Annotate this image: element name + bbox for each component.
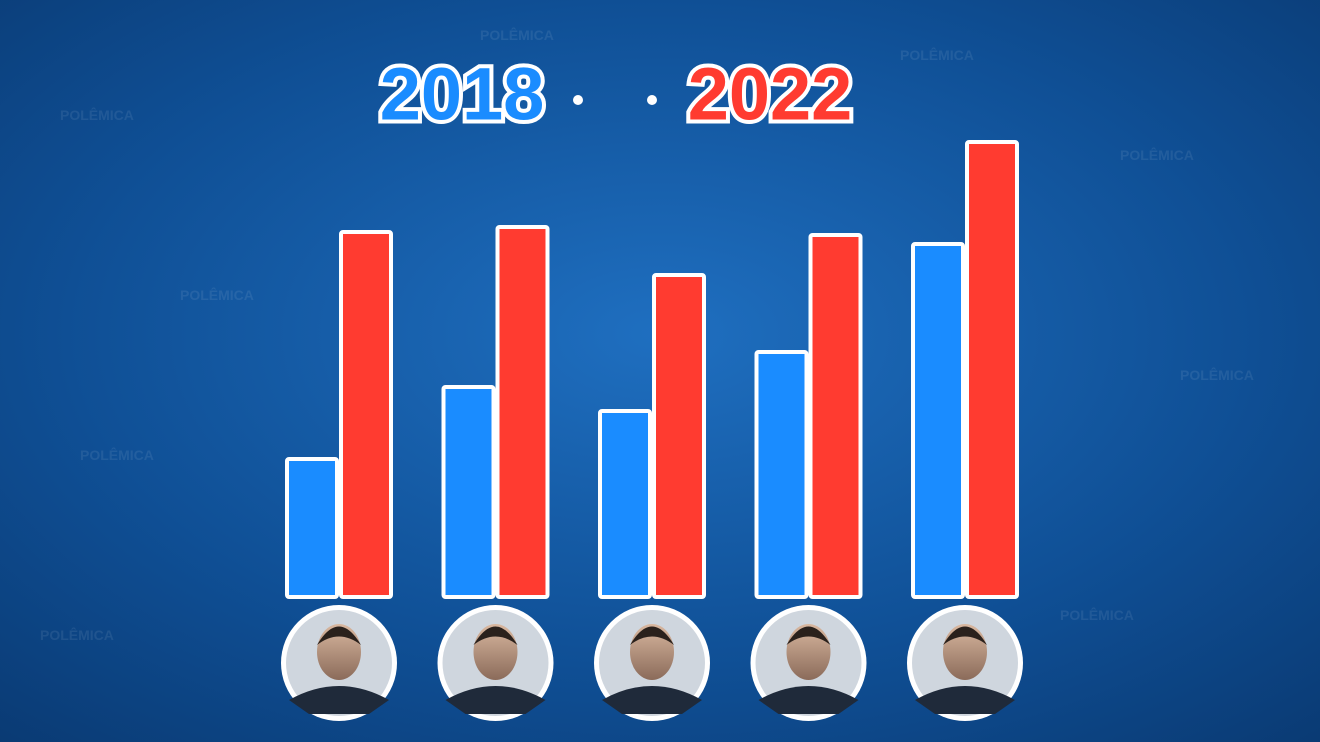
photo-suit <box>445 686 546 714</box>
legend-label: 2022 <box>688 53 853 136</box>
photo-hair <box>630 626 674 645</box>
bar <box>808 233 863 599</box>
photo-hair <box>786 626 831 645</box>
legend: 2018 2022 <box>376 49 857 140</box>
bar <box>965 140 1019 599</box>
bar <box>441 385 496 599</box>
photos <box>281 605 1023 721</box>
svg-text:POLÊMICA: POLÊMICA <box>900 46 974 63</box>
bar <box>285 457 339 599</box>
photo-suit <box>602 686 702 714</box>
svg-text:POLÊMICA: POLÊMICA <box>180 286 254 303</box>
photo-suit <box>289 686 389 714</box>
bar <box>495 225 550 599</box>
photo-suit <box>915 686 1015 714</box>
legend-label: 2018 <box>380 53 545 136</box>
svg-text:POLÊMICA: POLÊMICA <box>480 26 554 43</box>
svg-text:POLÊMICA: POLÊMICA <box>1180 366 1254 383</box>
photo-hair <box>317 626 361 645</box>
svg-text:POLÊMICA: POLÊMICA <box>80 446 154 463</box>
photo-hair <box>943 626 987 645</box>
bar <box>754 350 809 599</box>
bar <box>652 273 706 599</box>
svg-text:POLÊMICA: POLÊMICA <box>40 626 114 643</box>
legend-dot <box>647 95 657 105</box>
bar <box>911 242 965 599</box>
bar <box>339 230 393 599</box>
svg-text:POLÊMICA: POLÊMICA <box>60 106 134 123</box>
photo-hair <box>473 626 518 645</box>
svg-text:POLÊMICA: POLÊMICA <box>1060 606 1134 623</box>
bar <box>598 409 652 599</box>
watermark: POLÊMICA POLÊMICA POLÊMICA POLÊMICA POLÊMIC… <box>40 26 1254 643</box>
bars <box>285 140 1019 599</box>
photo-suit <box>758 686 859 714</box>
svg-text:POLÊMICA: POLÊMICA <box>1120 146 1194 163</box>
legend-dot <box>573 95 583 105</box>
